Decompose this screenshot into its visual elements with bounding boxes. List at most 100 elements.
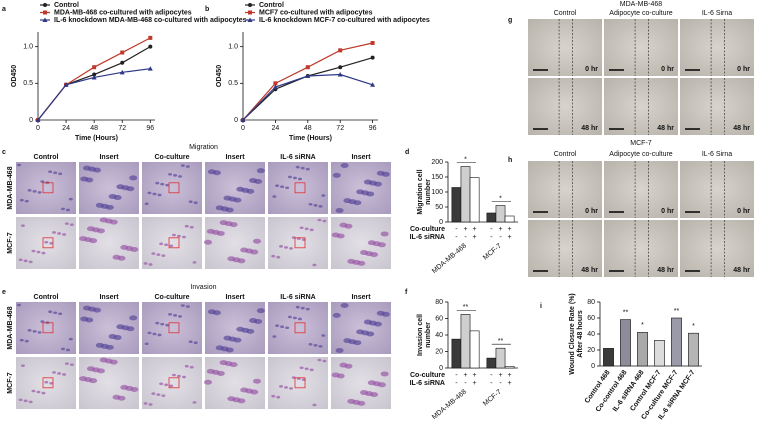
y-axis-label: number [425,322,432,348]
cell [27,329,32,332]
column-header: Control [554,10,577,17]
cell [53,171,58,175]
cell [23,399,28,403]
cell [367,380,376,386]
row-label: MCF-7 [7,232,14,253]
cell [57,232,62,235]
condition-mark: - [455,372,458,379]
condition-mark: - [499,380,502,387]
micrograph [680,161,754,218]
cell [309,228,314,232]
cell [227,256,236,262]
y-tick-label: 60 [587,315,595,322]
inset-box [42,377,54,389]
condition-mark: - [455,234,458,241]
cell [79,236,88,242]
cell [236,326,245,332]
cell [297,177,302,181]
bar [486,212,497,223]
cell [340,303,349,309]
cell [207,169,216,175]
cell [272,195,277,198]
cell [340,163,349,169]
cell [120,244,129,250]
marker [305,73,311,78]
cell [64,222,69,225]
micrograph [142,302,202,354]
cell [363,319,372,325]
cell [223,335,232,341]
cell [62,373,67,376]
cell [28,400,33,404]
cell [24,339,29,343]
marker [370,41,375,45]
inset-box [294,237,306,249]
column-header: IL-6 siRNA [280,294,315,301]
cell [108,194,117,200]
cell [36,390,41,394]
column-header: Insert [225,294,245,301]
micrograph [604,220,678,277]
cell [80,176,89,182]
cell [44,240,49,244]
cell [171,373,176,377]
y-axis-label: After 48 hours [577,310,584,358]
cell [60,347,65,351]
cell [204,239,212,245]
condition-mark: - [490,226,493,233]
cell [62,233,67,236]
cell [322,359,327,363]
legend-label: MDA-MB-468 co-cultured with adipocytes [54,9,192,16]
cell [173,314,178,317]
legend-marker [248,10,252,15]
cell [143,262,148,265]
condition-mark: - [490,380,493,387]
cell [295,305,300,309]
y-tick-label: 0.5 [228,80,238,87]
cell [69,223,74,226]
x-tick-label: 96 [369,125,377,132]
cell [65,348,70,352]
time-label: 48 hr [733,125,750,132]
cell [36,250,41,254]
cell [120,384,129,390]
micrograph [268,162,328,214]
cell [28,260,33,264]
cell [304,367,309,371]
cell [275,184,280,187]
cell [48,310,53,314]
inset-box [42,322,54,334]
marker [305,65,310,70]
marker [338,48,343,53]
cell [272,335,277,338]
cell [18,398,23,402]
marker [273,81,278,86]
bar [495,205,506,223]
cell [181,375,186,379]
row-label: MDA-MB-468 [7,166,14,209]
marker [338,65,343,70]
marker [272,84,278,89]
micrograph [604,78,678,135]
condition-label: IL-6 siRNA [410,380,445,387]
cell [299,366,304,370]
time-label: 0 hr [661,208,674,215]
cell [185,165,190,168]
cell [169,244,174,248]
marker [91,74,97,80]
cell [240,247,249,253]
bar [504,366,515,369]
cell [271,254,276,258]
micrograph [528,78,602,135]
condition-mark: + [508,226,512,233]
x-tick-label: MDA-MB-468 [431,243,468,276]
cell [68,337,73,341]
bar [460,166,471,223]
cell [318,205,323,208]
inset-box [168,322,180,334]
cell [83,305,92,311]
cell [284,386,289,389]
micrograph [680,19,754,76]
micrograph [268,217,328,269]
